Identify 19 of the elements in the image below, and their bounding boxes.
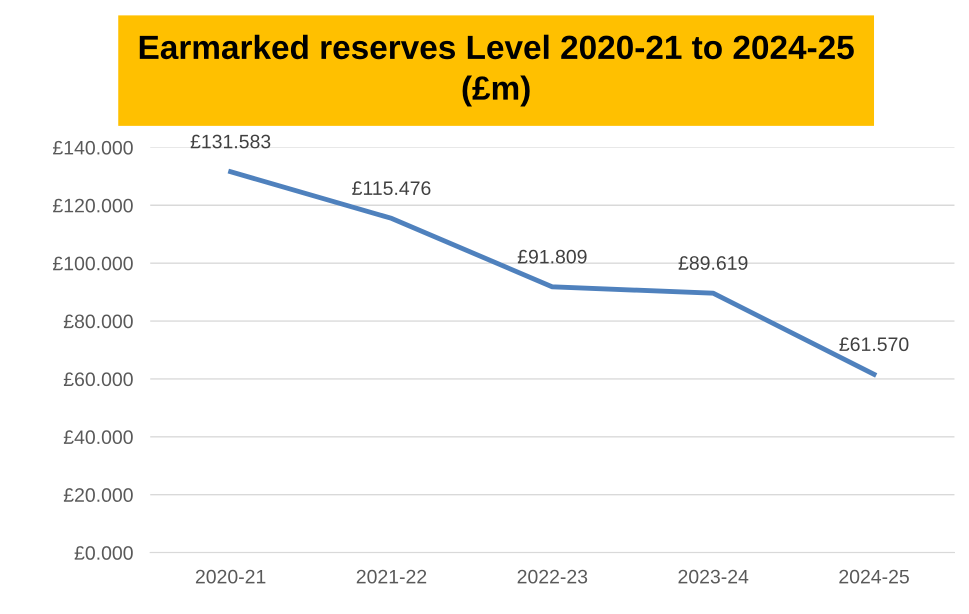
data-label: £91.809	[518, 250, 587, 264]
y-tick-label: £100.000	[52, 256, 133, 270]
chart-title: Earmarked reserves Level 2020-21 to 2024-25 (£m)	[140, 34, 854, 107]
y-tick-label: £0.000	[74, 546, 133, 560]
x-tick-label: 2024-25	[839, 570, 909, 584]
data-label: £89.619	[678, 256, 748, 270]
x-tick-label: 2021-22	[356, 570, 426, 584]
y-tick-label: £120.000	[52, 198, 133, 212]
x-tick-label: 2020-21	[196, 570, 266, 584]
data-label: £115.476	[352, 181, 430, 196]
data-label: £131.583	[190, 134, 270, 148]
y-tick-label: £140.000	[52, 140, 133, 155]
x-tick-label: 2023-24	[678, 570, 748, 584]
y-tick-label: £40.000	[64, 430, 133, 444]
y-tick-label: £80.000	[64, 314, 133, 328]
y-tick-label: £60.000	[64, 372, 133, 386]
x-tick-label: 2022-23	[518, 570, 588, 584]
y-tick-label: £20.000	[64, 488, 133, 502]
data-label: £61.570	[839, 337, 908, 352]
